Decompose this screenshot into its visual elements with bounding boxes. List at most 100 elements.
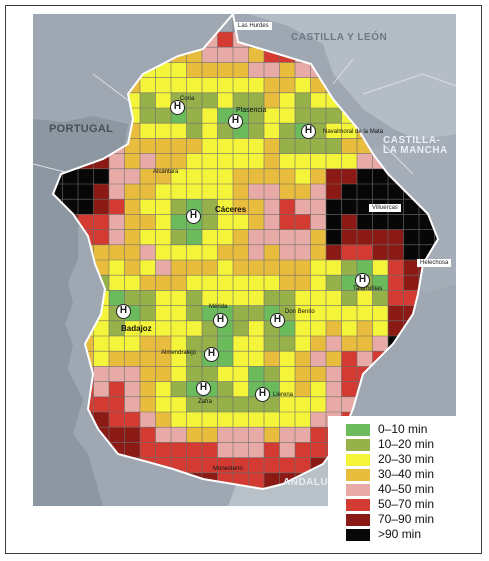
place-label-merida: Mérida [209, 304, 228, 310]
grid-cell [217, 275, 234, 291]
grid-cell [310, 108, 327, 124]
region-label-castilla-mancha: CASTILLA-LA MANCHA [383, 135, 448, 156]
grid-cell [388, 184, 404, 200]
grid-cell [124, 275, 141, 291]
grid-cell [186, 336, 203, 352]
country-label-portugal: PORTUGAL [49, 123, 114, 135]
grid-cell [279, 442, 296, 458]
grid-cell [403, 214, 420, 230]
grid-cell [186, 92, 203, 109]
grid-cell [140, 442, 156, 458]
grid-cell [155, 229, 172, 246]
legend-label: 10–20 min [378, 437, 435, 451]
grid-cell [93, 366, 110, 382]
grid-cell [248, 320, 265, 337]
grid-cell [140, 229, 156, 246]
grid-cell [186, 62, 203, 78]
grid-cell [140, 138, 156, 154]
grid-cell [186, 457, 203, 474]
grid-cell [403, 229, 420, 246]
grid-cell [202, 214, 218, 230]
grid-cell [155, 184, 172, 200]
legend-swatch [346, 484, 370, 496]
grid-cell [326, 275, 342, 291]
grid-cell [124, 336, 141, 352]
grid-cell [171, 153, 187, 170]
grid-cell [140, 92, 156, 109]
legend-swatch [346, 454, 370, 466]
grid-cell [93, 244, 110, 261]
grid-cell [264, 396, 280, 413]
grid-cell [310, 138, 327, 154]
grid-cell [279, 457, 296, 474]
grid-cell [248, 290, 265, 306]
grid-cell [326, 366, 342, 382]
grid-cell [326, 244, 342, 261]
grid-cell [233, 153, 249, 170]
grid-cell [248, 47, 265, 63]
grid-cell [326, 396, 342, 413]
grid-cell [202, 138, 218, 154]
grid-cell [326, 168, 342, 185]
grid-cell [140, 244, 156, 261]
grid-cell [140, 351, 156, 367]
legend-swatch [346, 514, 370, 526]
grid-cell [295, 336, 311, 352]
grid-cell [217, 336, 234, 352]
grid-cell [109, 275, 125, 291]
grid-cell [295, 244, 311, 261]
grid-cell [295, 108, 311, 124]
grid-cell [202, 47, 218, 63]
grid-cell [78, 199, 94, 215]
grid-cell [248, 199, 265, 215]
grid-cell [233, 47, 249, 63]
grid-cell [248, 336, 265, 352]
grid-cell [202, 229, 218, 246]
grid-cell [341, 123, 358, 139]
grid-cell [295, 381, 311, 398]
grid-cell [357, 260, 373, 276]
grid-cell [217, 229, 234, 246]
grid-cell [341, 229, 358, 246]
hospital-icon: H [270, 313, 285, 328]
grid-cell [310, 351, 327, 367]
grid-cell [264, 244, 280, 261]
grid-cell [155, 351, 172, 367]
grid-cell [403, 275, 420, 291]
place-label-badajoz: Badajoz [121, 324, 152, 333]
grid-cell [217, 199, 234, 215]
grid-cell [264, 229, 280, 246]
grid-cell [279, 351, 296, 367]
grid-cell [357, 351, 373, 367]
grid-cell [326, 305, 342, 322]
region-label-castilla-leon: CASTILLA Y LEÓN [291, 32, 388, 43]
grid-cell [326, 214, 342, 230]
grid-cell [372, 244, 389, 261]
grid-cell [372, 168, 389, 185]
grid-cell [341, 168, 358, 185]
grid-cell [124, 442, 141, 458]
grid-cell [186, 168, 203, 185]
grid-cell [264, 153, 280, 170]
hospital-icon: H [196, 381, 211, 396]
grid-cell [233, 62, 249, 78]
grid-cell [388, 290, 404, 306]
grid-cell [279, 214, 296, 230]
grid-cell [140, 336, 156, 352]
grid-cell [171, 229, 187, 246]
grid-cell [326, 108, 342, 124]
legend-label: 50–70 min [378, 497, 435, 511]
grid-cell [388, 275, 404, 291]
grid-cell [279, 153, 296, 170]
map-canvas [33, 14, 456, 506]
grid-cell [171, 381, 187, 398]
grid-cell [295, 412, 311, 428]
grid-cell [171, 184, 187, 200]
grid-cell [326, 320, 342, 337]
grid-cell [217, 92, 234, 109]
grid-cell [341, 199, 358, 215]
grid-cell [233, 351, 249, 367]
grid-cell [264, 260, 280, 276]
legend-label: 20–30 min [378, 452, 435, 466]
grid-cell [248, 275, 265, 291]
